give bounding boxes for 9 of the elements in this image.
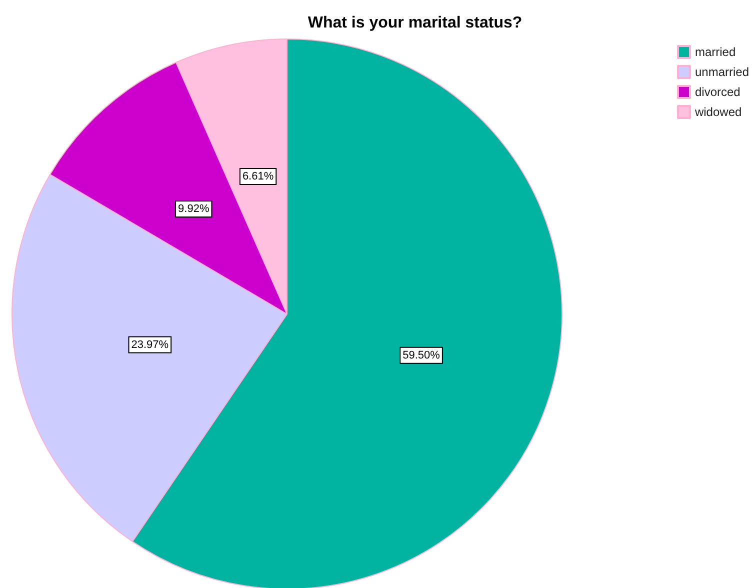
legend-label: divorced bbox=[694, 85, 740, 99]
data-label: 6.61% bbox=[242, 170, 274, 183]
chart-title: What is your marital status? bbox=[308, 14, 522, 32]
legend-label: unmarried bbox=[694, 65, 750, 79]
data-label: 59.50% bbox=[402, 349, 440, 362]
legend-label: married bbox=[694, 45, 736, 59]
data-label: 9.92% bbox=[178, 203, 210, 216]
data-label: 23.97% bbox=[131, 338, 169, 351]
legend-label: widowed bbox=[694, 105, 742, 119]
